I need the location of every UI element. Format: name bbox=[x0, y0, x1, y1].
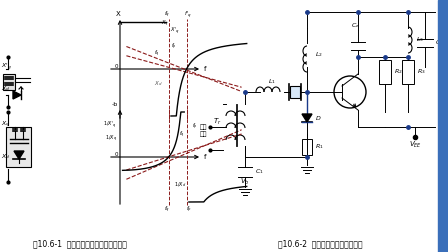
Bar bbox=[379, 60, 391, 84]
Text: 调制: 调制 bbox=[199, 124, 207, 130]
Text: $L_1$: $L_1$ bbox=[268, 78, 276, 86]
Text: f: f bbox=[204, 66, 206, 72]
Text: 信号: 信号 bbox=[199, 131, 207, 137]
Text: $f_p$: $f_p$ bbox=[185, 205, 192, 215]
Text: $C_1$: $C_1$ bbox=[255, 168, 264, 176]
Text: $f_q$: $f_q$ bbox=[154, 49, 159, 59]
Polygon shape bbox=[302, 114, 312, 122]
Bar bbox=[290, 86, 300, 98]
Text: $C_e$: $C_e$ bbox=[351, 22, 359, 30]
Text: $X'_q$: $X'_q$ bbox=[170, 26, 180, 36]
Text: $V_b$: $V_b$ bbox=[240, 177, 250, 187]
Text: 0: 0 bbox=[114, 152, 118, 158]
Text: $X_d$: $X_d$ bbox=[1, 85, 10, 93]
Text: $L_3$: $L_3$ bbox=[416, 36, 424, 44]
Text: 图10.6-1  变容二极管与晶体的电抗曲线: 图10.6-1 变容二极管与晶体的电抗曲线 bbox=[33, 239, 127, 248]
Text: $f'_q$: $f'_q$ bbox=[184, 10, 191, 20]
Text: X: X bbox=[116, 11, 121, 17]
Bar bbox=[402, 60, 414, 84]
Bar bbox=[438, 0, 448, 252]
Polygon shape bbox=[14, 151, 24, 159]
Text: $X_q$: $X_q$ bbox=[1, 120, 10, 130]
Text: $V_{EE}$: $V_{EE}$ bbox=[409, 140, 422, 150]
Text: $X_q$: $X_q$ bbox=[161, 19, 169, 29]
Text: $C_2$: $C_2$ bbox=[435, 39, 444, 47]
Text: 0: 0 bbox=[114, 65, 118, 70]
Text: $X_d$: $X_d$ bbox=[1, 152, 10, 162]
Text: $1/X'_q$: $1/X'_q$ bbox=[103, 120, 117, 130]
Polygon shape bbox=[13, 91, 21, 99]
Text: $R_3$: $R_3$ bbox=[417, 68, 426, 76]
Text: $f_q$: $f_q$ bbox=[179, 130, 185, 140]
Text: $X'_q$: $X'_q$ bbox=[1, 61, 12, 73]
Text: $1/X_d$: $1/X_d$ bbox=[174, 181, 186, 190]
Text: $D$: $D$ bbox=[315, 114, 322, 122]
Text: $f_p$: $f_p$ bbox=[171, 42, 177, 52]
Text: $f_p$: $f_p$ bbox=[192, 122, 198, 132]
Text: $T_r$: $T_r$ bbox=[213, 117, 221, 127]
Bar bbox=[302, 139, 312, 155]
Text: -b: -b bbox=[112, 102, 118, 107]
Text: $R_2$: $R_2$ bbox=[394, 68, 403, 76]
Text: $f_q$: $f_q$ bbox=[164, 10, 170, 20]
Bar bbox=[6, 127, 31, 167]
Text: f: f bbox=[204, 154, 206, 160]
Text: $1/X_q$: $1/X_q$ bbox=[105, 134, 117, 144]
Text: $f_q$: $f_q$ bbox=[164, 205, 170, 215]
Text: $R_1$: $R_1$ bbox=[315, 143, 324, 151]
Text: $L_2$: $L_2$ bbox=[315, 51, 323, 59]
Text: $X_d$: $X_d$ bbox=[154, 80, 162, 88]
Bar bbox=[3, 74, 15, 90]
Text: 图10.6-2  晶体振荡器直接调频电路: 图10.6-2 晶体振荡器直接调频电路 bbox=[278, 239, 362, 248]
